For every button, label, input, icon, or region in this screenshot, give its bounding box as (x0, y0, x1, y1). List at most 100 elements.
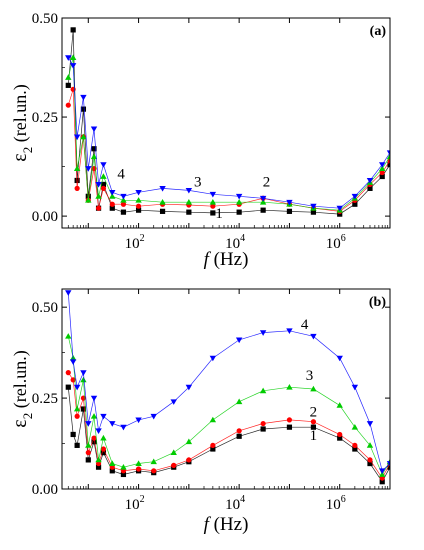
x-tick-label: 102 (125, 233, 145, 252)
x-tick-exponent: 2 (140, 494, 145, 505)
series-3-point (209, 416, 217, 423)
series-4-point (235, 337, 243, 344)
series-2-point (135, 203, 142, 209)
series-3-point (259, 199, 267, 205)
series-3-point (95, 193, 102, 199)
x-tick-base: 10 (125, 236, 140, 252)
series-line-4 (68, 57, 390, 209)
series-1-point (379, 479, 385, 485)
series-2-point (367, 457, 373, 463)
series-2-point (74, 413, 80, 419)
series-4-point (209, 191, 217, 198)
series-1-point (286, 208, 293, 214)
series-3-point (150, 458, 157, 465)
series-1-point (236, 433, 242, 439)
x-axis-unit: (Hz) (209, 514, 249, 535)
curve-number-label: 4 (117, 166, 125, 182)
series-4-point (259, 330, 267, 336)
series-3-point (209, 199, 217, 205)
plot-frame (61, 17, 391, 229)
series-2-point (186, 457, 192, 463)
series-1-point (337, 435, 343, 441)
series-3-point (73, 165, 81, 171)
series-3-point (336, 402, 343, 408)
series-4-point (120, 193, 127, 200)
series-1-point (260, 207, 266, 213)
y-axis-title: ε2 (rel.un.) (9, 84, 35, 161)
series-1-point (135, 207, 142, 213)
series-1-point (159, 208, 166, 214)
series-1-point (80, 406, 87, 412)
series-4-point (100, 413, 107, 420)
series-4-point (336, 355, 343, 362)
series-1-point (352, 446, 358, 452)
series-4-point (73, 134, 81, 141)
series-2-point (337, 431, 343, 438)
series-1-point (352, 201, 358, 207)
series-3-point (386, 153, 390, 160)
y-axis-subscript: 2 (20, 413, 35, 420)
x-tick-base: 10 (125, 497, 140, 513)
series-4-point (65, 55, 72, 61)
curve-number-label: 2 (310, 404, 318, 420)
series-3-point (95, 456, 102, 463)
series-4-point (310, 333, 317, 340)
plot-area (65, 290, 390, 485)
series-3-point (109, 460, 116, 466)
series-3-point (135, 197, 142, 203)
y-axis-title: ε2 (rel.un.) (9, 350, 35, 427)
series-3-point (351, 423, 359, 430)
series-4-point (366, 421, 374, 427)
curve-number-label: 3 (306, 368, 314, 384)
x-axis-title: f (Hz) (204, 514, 249, 535)
plot-frame (61, 288, 391, 490)
series-2-point (70, 86, 76, 92)
series-4-point (185, 384, 193, 391)
series-1-point (120, 471, 127, 478)
series-1-point (186, 209, 192, 215)
series-3-point (80, 133, 87, 140)
series-1-point (91, 146, 97, 152)
y-axis-unit: (rel.un.) (10, 350, 31, 412)
series-2-point (135, 466, 142, 472)
y-axis-subscript: 2 (20, 147, 35, 154)
series-4-point (366, 178, 374, 184)
series-3-point (235, 199, 243, 205)
series-2-point (100, 446, 107, 452)
series-4-point (310, 203, 317, 210)
series-3-point (90, 153, 98, 160)
x-tick-exponent: 4 (240, 494, 245, 505)
series-1-point (379, 173, 385, 180)
panel-label: (a) (370, 24, 387, 39)
y-tick-label: 0.00 (32, 209, 58, 225)
series-3-point (109, 193, 116, 199)
series-1-point (109, 205, 115, 211)
curve-number-label: 2 (263, 174, 271, 190)
x-tick-label: 104 (225, 494, 245, 513)
series-2-point (171, 462, 177, 468)
series-4-point (209, 355, 217, 362)
series-1-point (387, 464, 390, 470)
series-1-point (95, 464, 102, 470)
series-3-point (85, 197, 92, 203)
series-3-point (235, 398, 243, 405)
series-2-point (236, 428, 242, 434)
series-3-point (100, 434, 107, 441)
series-4-point (170, 399, 177, 405)
series-4-point (90, 126, 98, 133)
x-tick-label: 102 (125, 494, 145, 513)
series-4-point (85, 166, 92, 172)
x-tick-exponent: 6 (341, 233, 346, 244)
series-4-point (85, 421, 92, 427)
series-1-point (80, 106, 87, 112)
series-4-point (109, 189, 116, 196)
series-1-point (337, 211, 343, 217)
series-4-point (73, 384, 81, 391)
series-3-point (120, 197, 127, 203)
curve-number-label: 1 (215, 206, 223, 222)
series-4-point (69, 63, 77, 69)
series-2-point (91, 435, 97, 441)
